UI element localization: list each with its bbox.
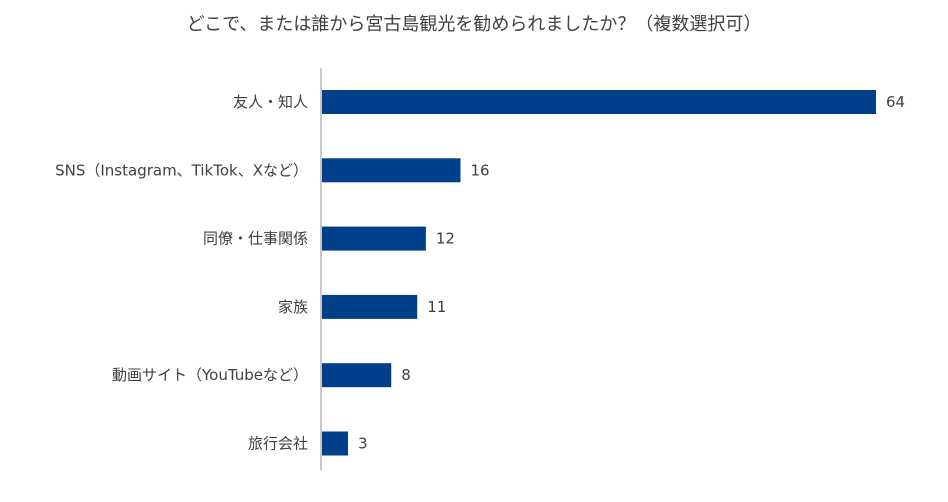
value-label: 64 — [886, 93, 905, 111]
category-label: 旅行会社 — [248, 435, 308, 453]
category-label: 動画サイト（YouTubeなど） — [112, 366, 308, 384]
value-label: 12 — [436, 230, 455, 248]
bar — [322, 90, 876, 114]
category-label: 友人・知人 — [233, 93, 308, 111]
bar — [322, 431, 348, 456]
chart-title: どこで、または誰から宮古島観光を勧められましたか？（複数選択可） — [186, 14, 762, 35]
bar — [322, 226, 426, 251]
value-label: 16 — [471, 161, 490, 179]
bar — [322, 158, 461, 183]
value-label: 3 — [358, 435, 368, 453]
category-label: SNS（Instagram、TikTok、Xなど） — [55, 161, 308, 179]
value-label: 8 — [401, 366, 411, 384]
bar — [322, 363, 392, 388]
category-label: 同僚・仕事関係 — [203, 230, 308, 248]
category-label: 家族 — [278, 298, 308, 316]
value-label: 11 — [427, 298, 446, 316]
bar — [322, 294, 418, 319]
